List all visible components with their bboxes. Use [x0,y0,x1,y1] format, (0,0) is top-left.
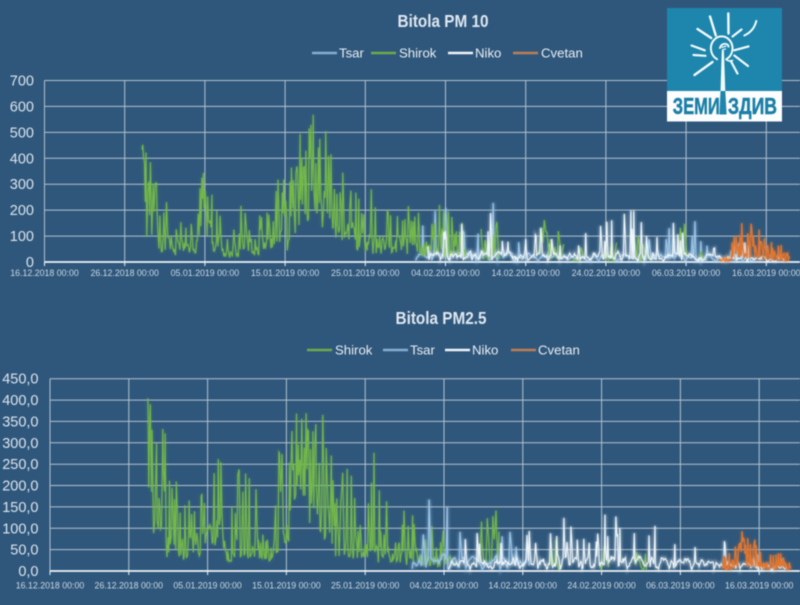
svg-text:600: 600 [10,99,34,115]
svg-text:14.02.2019 00:00: 14.02.2019 00:00 [489,581,558,591]
svg-text:05.01.2019 00:00: 05.01.2019 00:00 [171,268,240,278]
svg-text:05.01.2019 00:00: 05.01.2019 00:00 [173,581,242,591]
svg-text:04.02.2019 00:00: 04.02.2019 00:00 [411,268,480,278]
svg-text:25.01.2019 00:00: 25.01.2019 00:00 [331,268,400,278]
svg-text:Niko: Niko [472,343,498,358]
svg-text:16.12.2018 00:00: 16.12.2018 00:00 [16,581,85,591]
svg-text:Tsar: Tsar [410,343,436,358]
svg-text:26.12.2018 00:00: 26.12.2018 00:00 [90,268,159,278]
svg-text:100: 100 [10,229,34,245]
svg-text:16.12.2018 00:00: 16.12.2018 00:00 [10,268,79,278]
svg-text:16.03.2019 00:00: 16.03.2019 00:00 [725,581,794,591]
svg-text:15.01.2019 00:00: 15.01.2019 00:00 [251,268,320,278]
svg-text:300: 300 [10,177,34,193]
svg-text:24.02.2019 00:00: 24.02.2019 00:00 [572,268,641,278]
svg-text:200,0: 200,0 [2,479,38,495]
svg-text:Shirok: Shirok [335,343,373,358]
svg-text:Bitola PM 10: Bitola PM 10 [398,11,489,31]
svg-text:150,0: 150,0 [2,500,38,516]
svg-text:450,0: 450,0 [2,372,38,388]
svg-text:ЗЕМИ: ЗЕМИ [673,94,720,119]
svg-text:ЗДИВ: ЗДИВ [728,94,777,120]
svg-text:200: 200 [10,203,34,219]
svg-text:14.02.2019 00:00: 14.02.2019 00:00 [491,268,560,278]
svg-text:Cvetan: Cvetan [538,343,580,358]
svg-text:Niko: Niko [475,46,501,61]
svg-text:Cvetan: Cvetan [541,46,583,61]
svg-text:15.01.2019 00:00: 15.01.2019 00:00 [252,581,321,591]
svg-text:24.02.2019 00:00: 24.02.2019 00:00 [567,581,636,591]
svg-text:50,0: 50,0 [10,543,38,559]
svg-text:16.03.2019 00:00: 16.03.2019 00:00 [732,268,800,278]
svg-text:350,0: 350,0 [2,414,38,430]
svg-text:250,0: 250,0 [2,457,38,473]
svg-text:0,0: 0,0 [18,564,38,580]
svg-text:700: 700 [10,74,34,90]
svg-text:400,0: 400,0 [2,393,38,409]
svg-text:100,0: 100,0 [2,521,38,537]
svg-text:300,0: 300,0 [2,436,38,452]
svg-text:Bitola PM2.5: Bitola PM2.5 [396,308,487,328]
svg-text:04.02.2019 00:00: 04.02.2019 00:00 [410,581,479,591]
svg-text:06.03.2019 00:00: 06.03.2019 00:00 [646,581,715,591]
svg-text:26.12.2018 00:00: 26.12.2018 00:00 [95,581,164,591]
svg-text:400: 400 [10,151,34,167]
svg-text:Tsar: Tsar [339,46,365,61]
svg-text:Shirok: Shirok [399,46,437,61]
svg-text:06.03.2019 00:00: 06.03.2019 00:00 [652,268,721,278]
svg-text:25.01.2019 00:00: 25.01.2019 00:00 [331,581,400,591]
svg-text:500: 500 [10,125,34,141]
